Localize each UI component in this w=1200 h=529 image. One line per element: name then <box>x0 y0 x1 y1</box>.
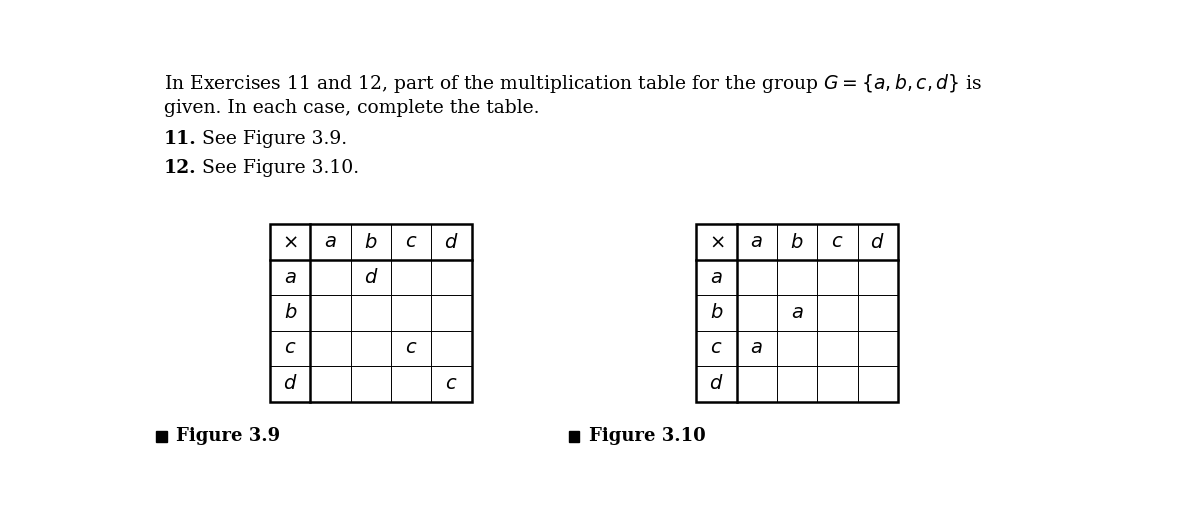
Text: See Figure 3.9.: See Figure 3.9. <box>191 131 348 149</box>
Text: $b$: $b$ <box>364 233 378 252</box>
Text: $a$: $a$ <box>791 304 804 322</box>
Text: $c$: $c$ <box>832 233 844 251</box>
Text: See Figure 3.10.: See Figure 3.10. <box>191 159 360 177</box>
Text: $a$: $a$ <box>324 233 337 251</box>
Text: $a$: $a$ <box>284 269 296 287</box>
Text: $d$: $d$ <box>364 268 378 287</box>
Text: $a$: $a$ <box>750 233 763 251</box>
Text: $\times$: $\times$ <box>282 233 298 251</box>
Text: $b$: $b$ <box>283 304 298 323</box>
Text: $c$: $c$ <box>284 340 296 358</box>
Text: In Exercises 11 and 12, part of the multiplication table for the group $G = \{a,: In Exercises 11 and 12, part of the mult… <box>164 72 982 95</box>
Text: $c$: $c$ <box>404 340 418 358</box>
Text: Figure 3.10: Figure 3.10 <box>589 427 706 445</box>
Text: $c$: $c$ <box>710 340 722 358</box>
Text: $c$: $c$ <box>404 233 418 251</box>
Text: 12.: 12. <box>164 159 197 177</box>
Text: $b$: $b$ <box>791 233 804 252</box>
Text: $a$: $a$ <box>750 340 763 358</box>
Bar <box>569 431 580 442</box>
Text: Figure 3.9: Figure 3.9 <box>176 427 281 445</box>
Text: $d$: $d$ <box>870 233 884 252</box>
Text: given. In each case, complete the table.: given. In each case, complete the table. <box>164 99 540 117</box>
Text: $c$: $c$ <box>445 375 457 393</box>
Text: $a$: $a$ <box>710 269 722 287</box>
Text: $\times$: $\times$ <box>709 233 725 251</box>
Text: $d$: $d$ <box>283 375 298 393</box>
Bar <box>696 224 898 402</box>
Bar <box>270 224 472 402</box>
Text: 11.: 11. <box>164 131 197 149</box>
Bar <box>156 431 167 442</box>
Text: $d$: $d$ <box>709 375 724 393</box>
Text: $d$: $d$ <box>444 233 458 252</box>
Text: $b$: $b$ <box>709 304 724 323</box>
